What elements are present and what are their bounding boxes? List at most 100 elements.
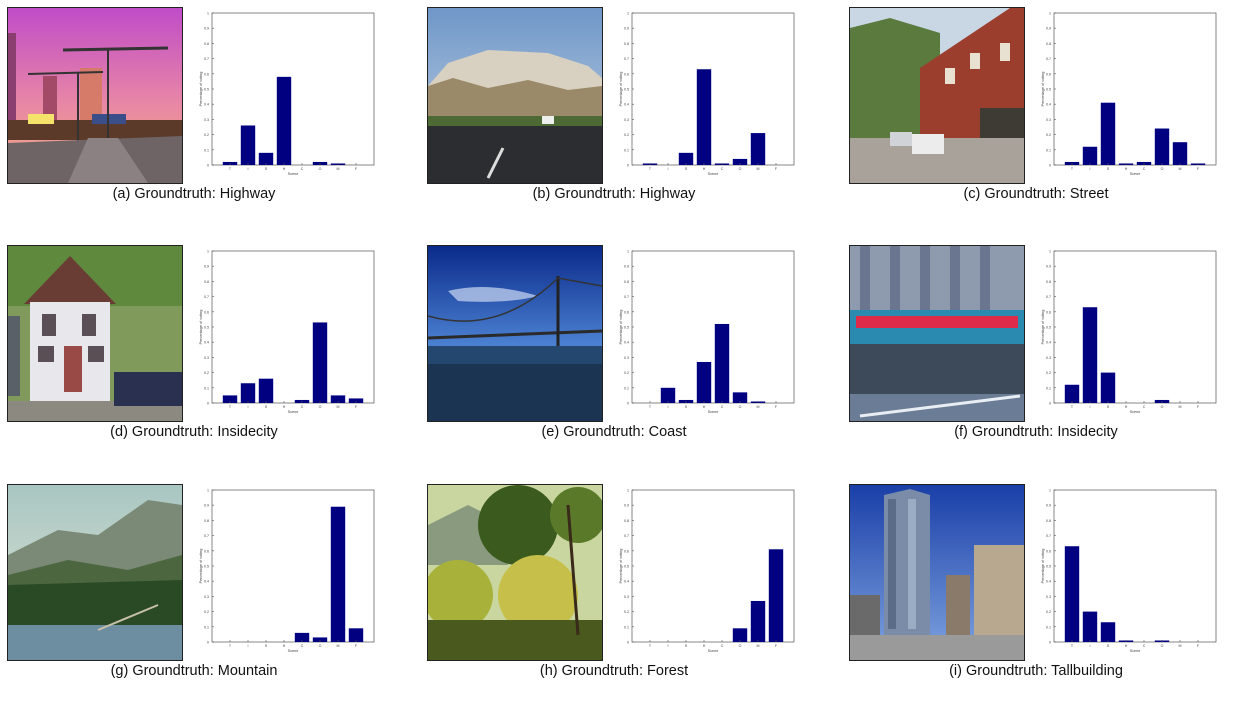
x-tick-label: C — [721, 405, 724, 409]
x-tick-label: S — [265, 405, 268, 409]
y-tick-label: 0.2 — [624, 371, 629, 375]
figure-panel-c: 0 0.1 0.2 0.3 0.4 0.5 0.6 0.7 0.8 0.9 1 T I S H C O M F Sce… — [842, 0, 1235, 230]
y-tick-label: 0.8 — [1046, 42, 1051, 46]
bar-H — [696, 361, 712, 403]
x-tick-label: C — [1143, 405, 1146, 409]
y-tick-label: 1 — [627, 12, 629, 16]
figure-panel-g: 0 0.1 0.2 0.3 0.4 0.5 0.6 0.7 0.8 0.9 1 T I S H C O M F Sce… — [0, 477, 411, 707]
x-tick-label: O — [1161, 167, 1164, 171]
y-tick-label: 0.2 — [204, 371, 209, 375]
y-tick-label: 0.7 — [204, 534, 209, 538]
y-tick-label: 0.6 — [204, 72, 209, 76]
y-tick-label: 0 — [627, 641, 629, 645]
caption-label: (e) Groundtruth: — [541, 424, 649, 440]
caption-g: (g) Groundtruth: Mountain — [0, 663, 388, 679]
caption-b: (b) Groundtruth: Highway — [420, 186, 808, 202]
figure-panel-i: 0 0.1 0.2 0.3 0.4 0.5 0.6 0.7 0.8 0.9 1 T I S H C O M F Sce… — [842, 477, 1235, 707]
scene-photo-forest — [427, 484, 603, 661]
caption-a: (a) Groundtruth: Highway — [0, 186, 388, 202]
y-tick-label: 0 — [207, 641, 209, 645]
y-tick-label: 0.8 — [1046, 519, 1051, 523]
bar-I — [1082, 611, 1098, 642]
bar-S — [1100, 372, 1116, 403]
caption-class: Highway — [219, 186, 276, 202]
y-tick-label: 0.2 — [624, 610, 629, 614]
x-tick-label: F — [775, 167, 778, 171]
figure-panel-b: 0 0.1 0.2 0.3 0.4 0.5 0.6 0.7 0.8 0.9 1 T I S H C O M F Sce… — [420, 0, 831, 230]
y-tick-label: 0.4 — [204, 103, 209, 107]
x-tick-label: T — [649, 167, 652, 171]
y-tick-label: 0.6 — [624, 310, 629, 314]
x-tick-label: F — [1197, 644, 1200, 648]
x-tick-label: H — [703, 405, 706, 409]
y-tick-label: 0.3 — [624, 118, 629, 122]
plot-frame — [211, 250, 375, 404]
bar-chart-b: 0 0.1 0.2 0.3 0.4 0.5 0.6 0.7 0.8 0.9 1 T I S H C O M F Sce… — [618, 9, 798, 181]
caption-label: (g) Groundtruth: — [110, 663, 218, 679]
y-tick-label: 0.1 — [624, 625, 629, 629]
y-tick-label: 0.5 — [204, 326, 209, 330]
x-tick-label: S — [685, 644, 688, 648]
x-tick-label: I — [1090, 644, 1091, 648]
scene-photo-highway-sunset — [7, 7, 183, 184]
scene-photo-bridge-coast — [427, 245, 603, 422]
y-tick-label: 1 — [1049, 250, 1051, 254]
bar-O — [732, 158, 748, 165]
bar-S — [678, 152, 694, 165]
y-tick-label: 0.7 — [204, 57, 209, 61]
x-tick-label: I — [1090, 405, 1091, 409]
caption-e: (e) Groundtruth: Coast — [420, 424, 808, 440]
y-tick-label: 0.1 — [624, 148, 629, 152]
x-tick-label: C — [1143, 167, 1146, 171]
y-tick-label: 0.6 — [624, 72, 629, 76]
bar-F — [348, 398, 364, 403]
y-tick-label: 0.1 — [624, 386, 629, 390]
caption-d: (d) Groundtruth: Insidecity — [0, 424, 388, 440]
x-axis-label: Scene — [708, 172, 719, 176]
y-tick-label: 0.8 — [1046, 280, 1051, 284]
bar-S — [1100, 102, 1116, 165]
x-axis-label: Scene — [708, 649, 719, 653]
y-tick-label: 0.9 — [624, 265, 629, 269]
y-tick-label: 0.2 — [204, 133, 209, 137]
scene-photo-house — [7, 245, 183, 422]
y-tick-label: 0.3 — [204, 595, 209, 599]
bar-chart-e: 0 0.1 0.2 0.3 0.4 0.5 0.6 0.7 0.8 0.9 1 T I S H C O M F Sce… — [618, 247, 798, 419]
bar-H — [276, 76, 292, 165]
y-tick-label: 1 — [207, 12, 209, 16]
x-tick-label: M — [337, 167, 340, 171]
x-tick-label: T — [229, 405, 232, 409]
y-axis-label: Percentage of voting — [199, 549, 203, 584]
caption-class: Forest — [647, 663, 689, 679]
bar-chart-a: 0 0.1 0.2 0.3 0.4 0.5 0.6 0.7 0.8 0.9 1 T I S H C O M F Sce… — [198, 9, 378, 181]
x-tick-label: H — [1125, 167, 1128, 171]
x-tick-label: T — [1071, 167, 1074, 171]
x-tick-label: C — [301, 405, 304, 409]
bar-O — [312, 322, 328, 403]
caption-class: Insidecity — [217, 424, 278, 440]
x-tick-label: F — [355, 167, 358, 171]
y-tick-label: 0.8 — [204, 519, 209, 523]
caption-class: Street — [1069, 186, 1109, 202]
y-tick-label: 0.1 — [204, 625, 209, 629]
bar-chart-f: 0 0.1 0.2 0.3 0.4 0.5 0.6 0.7 0.8 0.9 1 T I S H C O M F Sce… — [1040, 247, 1220, 419]
x-tick-label: I — [668, 644, 669, 648]
y-tick-label: 0.5 — [624, 326, 629, 330]
x-tick-label: H — [283, 167, 286, 171]
x-tick-label: I — [1090, 167, 1091, 171]
bar-T — [222, 395, 238, 403]
x-tick-label: O — [739, 644, 742, 648]
caption-label: (i) Groundtruth: — [949, 663, 1052, 679]
bar-chart-d: 0 0.1 0.2 0.3 0.4 0.5 0.6 0.7 0.8 0.9 1 T I S H C O M F Sce… — [198, 247, 378, 419]
x-tick-label: O — [319, 167, 322, 171]
caption-label: (f) Groundtruth: — [954, 424, 1058, 440]
x-tick-label: M — [757, 644, 760, 648]
x-tick-label: O — [319, 405, 322, 409]
y-tick-label: 0.2 — [1046, 610, 1051, 614]
y-tick-label: 0.5 — [624, 565, 629, 569]
x-tick-label: S — [265, 167, 268, 171]
x-tick-label: F — [355, 644, 358, 648]
y-axis-label: Percentage of voting — [1041, 549, 1045, 584]
x-tick-label: F — [775, 644, 778, 648]
x-axis-label: Scene — [288, 649, 299, 653]
